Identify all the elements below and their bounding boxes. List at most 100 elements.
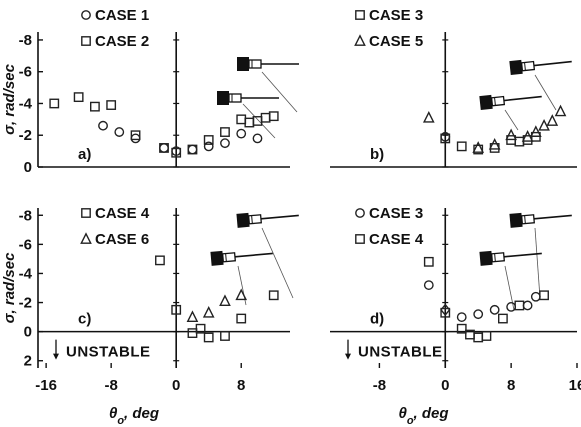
aircraft-model-icon xyxy=(479,94,542,111)
legend-label: CASE 4 xyxy=(369,231,424,248)
y-tick-label: -2 xyxy=(19,127,32,144)
data-point xyxy=(268,290,279,301)
data-point xyxy=(530,125,542,137)
y-axis-title: σ, rad/sec xyxy=(1,252,18,323)
leader-line xyxy=(261,71,298,113)
aircraft-model-icon xyxy=(479,250,542,266)
data-point xyxy=(114,127,125,137)
legend-label: CASE 2 xyxy=(95,33,149,50)
data-point xyxy=(202,305,215,318)
unstable-arrowhead xyxy=(53,353,59,360)
data-point xyxy=(514,300,525,311)
data-point xyxy=(171,147,182,158)
y-tick-label: -4 xyxy=(19,265,33,282)
data-point xyxy=(130,130,141,141)
data-point xyxy=(456,323,467,334)
data-point xyxy=(423,280,434,290)
aircraft-model-icon xyxy=(210,250,273,266)
panel-1: b) CASE 3 CASE 5 xyxy=(330,7,577,168)
data-point xyxy=(530,291,541,302)
legend-marker xyxy=(81,10,91,20)
unstable-label: UNSTABLE xyxy=(66,344,151,361)
legend-label: CASE 1 xyxy=(95,7,149,24)
aircraft-model-icon xyxy=(236,212,299,228)
data-point xyxy=(489,304,500,315)
y-tick-label: -2 xyxy=(19,295,32,312)
data-point xyxy=(203,141,214,152)
data-point xyxy=(252,133,263,144)
x-tick-label: 8 xyxy=(237,377,245,394)
data-point xyxy=(522,300,533,311)
unstable-arrowhead xyxy=(345,353,351,360)
x-tick-label: 8 xyxy=(507,377,515,394)
data-point xyxy=(473,309,484,320)
panel-label: b) xyxy=(370,146,384,163)
legend-marker xyxy=(81,36,91,46)
data-point xyxy=(473,144,484,155)
legend-label: CASE 5 xyxy=(369,33,423,50)
legend-marker xyxy=(355,234,365,244)
data-point xyxy=(90,101,100,112)
legend-marker xyxy=(355,10,365,20)
data-point xyxy=(440,307,451,318)
leader-line xyxy=(261,227,294,299)
data-point xyxy=(505,128,517,141)
leader-line xyxy=(242,103,276,139)
aircraft-model-icon xyxy=(509,212,572,228)
leader-line xyxy=(534,74,557,111)
x-tick-label: -8 xyxy=(373,377,386,394)
y-tick-label: -6 xyxy=(19,236,32,253)
data-point xyxy=(554,104,567,117)
data-point xyxy=(187,144,198,155)
aircraft-model-icon xyxy=(217,91,279,105)
data-point xyxy=(422,110,435,123)
data-point xyxy=(98,120,108,131)
aircraft-model-icon xyxy=(237,57,299,71)
data-point xyxy=(49,98,60,109)
data-point xyxy=(220,331,230,341)
x-tick-label: 0 xyxy=(441,377,449,394)
data-point xyxy=(538,118,550,131)
panel-0: -8 -6 -4 -2 0 σ, rad/sec a) CASE 1 CASE 2 xyxy=(1,7,299,176)
data-point xyxy=(456,312,467,322)
panel-3: -8 0 8 16 θo, deg d) CASE 3 CASE 4 UNSTABLE xyxy=(330,205,581,427)
y-tick-label: -8 xyxy=(19,207,32,224)
data-point xyxy=(171,304,182,315)
legend-marker xyxy=(81,208,91,218)
data-point xyxy=(260,112,271,123)
data-point xyxy=(236,114,247,125)
data-point xyxy=(440,131,451,142)
x-tick-label: 16 xyxy=(569,377,581,394)
data-point xyxy=(130,133,141,144)
data-point xyxy=(187,328,198,338)
legend-marker xyxy=(354,34,366,46)
unstable-label: UNSTABLE xyxy=(358,344,443,361)
legend-label: CASE 3 xyxy=(369,205,423,222)
data-point xyxy=(473,332,484,343)
data-point xyxy=(159,143,169,153)
data-point xyxy=(235,288,248,301)
data-point xyxy=(252,116,263,126)
data-point xyxy=(521,130,534,142)
y-tick-label: -4 xyxy=(19,95,33,112)
data-point xyxy=(187,144,198,155)
leader-line xyxy=(534,227,541,299)
legend-marker xyxy=(355,208,365,218)
data-point xyxy=(481,331,492,341)
data-point xyxy=(236,128,247,139)
data-point xyxy=(186,310,199,322)
data-point xyxy=(220,138,230,149)
leader-line xyxy=(504,109,519,131)
data-point xyxy=(472,141,485,153)
legend-label: CASE 4 xyxy=(95,205,150,222)
y-tick-label: -6 xyxy=(19,64,32,81)
data-point xyxy=(155,255,165,266)
x-tick-label: -8 xyxy=(104,377,117,394)
legend-label: CASE 3 xyxy=(369,7,423,24)
y-axis-title: σ, rad/sec xyxy=(1,63,18,134)
data-point xyxy=(219,294,231,306)
legend-label: CASE 6 xyxy=(95,231,149,248)
panel-label: c) xyxy=(78,311,91,328)
data-point xyxy=(506,302,517,312)
